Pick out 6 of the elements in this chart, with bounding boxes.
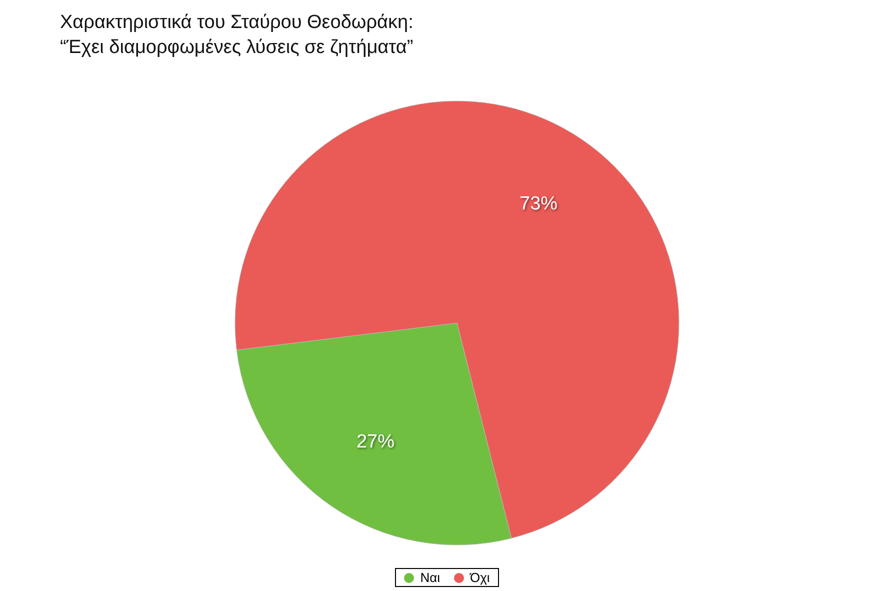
legend-label: Όχι: [470, 570, 490, 585]
data-label: 73%: [520, 193, 558, 214]
chart-title: Χαρακτηριστικά του Σταύρου Θεοδωράκη:: [60, 11, 414, 35]
chart-subtitle: “Έχει διαμορφωμένες λύσεις σε ζητήματα”: [60, 36, 414, 60]
legend-label: Ναι: [420, 570, 440, 585]
data-label: 27%: [356, 432, 395, 453]
